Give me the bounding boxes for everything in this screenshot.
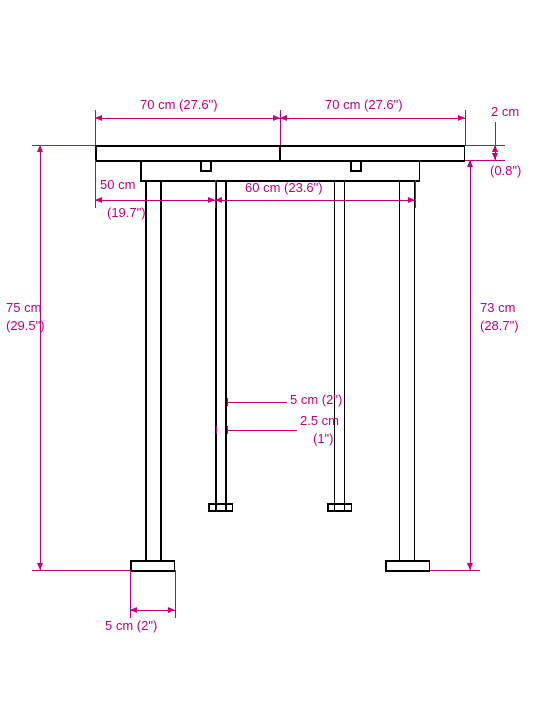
lbl-h73-in: (28.7") xyxy=(480,318,519,333)
leader-tick-r xyxy=(227,426,228,434)
lbl-top-thick-in: (0.8") xyxy=(490,163,521,178)
rear-foot-l-l xyxy=(208,503,210,511)
foot-r-l xyxy=(385,560,387,571)
connector-l1 xyxy=(200,160,202,170)
dim-apron-depth xyxy=(95,200,215,201)
rear-foot-l-base xyxy=(208,510,233,512)
dim-height-legs xyxy=(470,160,471,570)
lbl-leg-25-cm: 2.5 cm xyxy=(300,413,339,428)
lbl-h73-cm: 73 cm xyxy=(480,300,515,315)
dim-top-depth xyxy=(280,118,465,119)
lbl-top-thick-cm: 2 cm xyxy=(491,104,519,119)
dim-top-width xyxy=(95,118,280,119)
ext-apron-m xyxy=(215,180,216,208)
ext-h73-bot xyxy=(430,570,480,571)
leg-nr-in xyxy=(399,180,401,560)
leg-nl-in xyxy=(160,180,162,560)
rear-foot-r-base xyxy=(327,510,352,512)
connector-l3 xyxy=(200,170,212,172)
foot-l-bot xyxy=(130,570,175,572)
rear-foot-l-top xyxy=(208,503,233,505)
ext-foot-r xyxy=(175,570,176,618)
lbl-top-width: 70 cm (27.6") xyxy=(140,97,218,112)
rear-foot-r-top xyxy=(327,503,352,505)
lbl-apron-depth-cm: 50 cm xyxy=(100,177,135,192)
leader-tick-l xyxy=(216,426,217,434)
lbl-leg-25-in: (1") xyxy=(313,431,334,446)
foot-r-bot xyxy=(385,570,430,572)
lbl-h75-cm: 75 cm xyxy=(6,300,41,315)
leg-fl-in xyxy=(225,180,227,510)
leg-fl-out xyxy=(215,180,217,510)
lbl-apron-width: 60 cm (23.6") xyxy=(245,180,323,195)
leader-25 xyxy=(227,430,297,431)
dim-apron-width xyxy=(215,200,415,201)
dim-height-total xyxy=(40,145,41,570)
leader-5a xyxy=(227,402,287,403)
rear-foot-r-r xyxy=(351,503,353,511)
connector-l2 xyxy=(210,160,212,170)
lbl-foot-width: 5 cm (2") xyxy=(105,618,157,633)
dim-top-thick-lead xyxy=(495,122,496,145)
connector-r3 xyxy=(350,170,362,172)
connector-r2 xyxy=(360,160,362,170)
lbl-leg-5: 5 cm (2") xyxy=(290,392,342,407)
lbl-apron-depth-in: (19.7") xyxy=(107,205,146,220)
foot-r-top xyxy=(385,560,430,562)
ext-h75-bot xyxy=(32,570,130,571)
connector-r1 xyxy=(350,160,352,170)
ext-apron-r xyxy=(415,180,416,208)
leg-nl-out xyxy=(145,180,147,560)
leg-fr-out xyxy=(344,180,346,510)
ext-thick-top xyxy=(465,145,505,146)
tabletop-center-seam xyxy=(279,145,281,161)
foot-l-top xyxy=(130,560,175,562)
dim-top-thick xyxy=(495,145,496,160)
leg-nr-out xyxy=(414,180,416,560)
apron-left xyxy=(140,160,142,180)
lbl-top-depth: 70 cm (27.6") xyxy=(325,97,403,112)
drawing-canvas: 70 cm (27.6") 70 cm (27.6") 2 cm (0.8") … xyxy=(0,0,540,720)
leader-5a-tick xyxy=(227,398,228,406)
rear-foot-r-l xyxy=(327,503,329,511)
rear-foot-l-r xyxy=(232,503,234,511)
tabletop-left xyxy=(95,145,97,161)
leg-fr-in xyxy=(334,180,336,510)
apron-right xyxy=(419,160,421,180)
lbl-h75-in: (29.5") xyxy=(6,318,45,333)
ext-top-right xyxy=(465,110,466,145)
dim-foot-width xyxy=(130,610,175,611)
tabletop-right xyxy=(464,145,466,161)
